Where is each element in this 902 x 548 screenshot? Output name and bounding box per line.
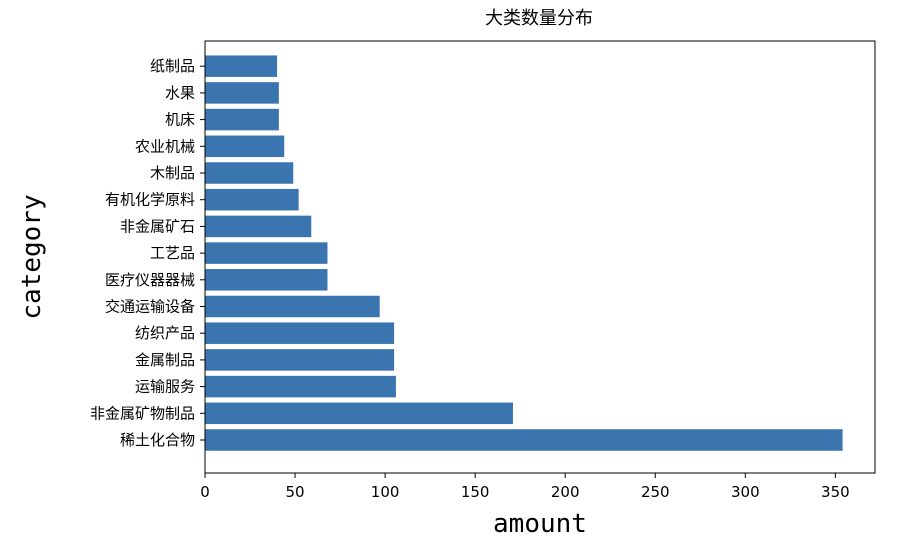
bar (205, 135, 285, 158)
category-label: 机床 (165, 111, 195, 129)
y-axis-label: category (17, 194, 47, 319)
bar (205, 162, 294, 184)
category-label: 非金属矿石 (120, 217, 195, 235)
category-label: 稀土化合物 (120, 431, 195, 449)
x-tick-label: 0 (200, 483, 210, 501)
bars-group (205, 55, 843, 451)
category-label: 纸制品 (150, 57, 195, 75)
bar (205, 108, 279, 131)
bar (205, 349, 395, 371)
x-tick-label: 300 (731, 483, 760, 501)
x-tick-label: 150 (461, 483, 490, 501)
category-label: 水果 (165, 84, 195, 102)
x-tick-label: 350 (821, 483, 850, 501)
bar (205, 269, 328, 291)
bar (205, 295, 380, 318)
bar (205, 375, 396, 398)
bar (205, 242, 328, 264)
x-axis-ticks: 0 50 100 150 200 250 300 350 (200, 473, 850, 501)
bar (205, 188, 299, 211)
x-tick-label: 50 (286, 483, 305, 501)
category-label: 非金属矿物制品 (90, 404, 195, 422)
plot-frame (204, 40, 876, 474)
x-tick-label: 100 (371, 483, 400, 501)
bar (205, 55, 278, 77)
category-label: 有机化学原料 (105, 191, 195, 209)
category-label: 工艺品 (150, 244, 195, 262)
bar (205, 429, 843, 451)
category-label: 木制品 (150, 164, 195, 182)
category-label: 交通运输设备 (105, 298, 195, 316)
category-label: 医疗仪器器械 (105, 271, 195, 289)
bar (205, 215, 312, 238)
category-label: 纺织产品 (135, 324, 195, 342)
category-label: 金属制品 (135, 351, 195, 369)
bar (205, 402, 513, 425)
x-tick-label: 250 (641, 483, 670, 501)
chart-title: 大类数量分布 (485, 8, 593, 29)
category-label: 运输服务 (135, 378, 195, 396)
category-label: 农业机械 (135, 137, 195, 155)
x-axis-label: amount (493, 509, 587, 539)
bar (205, 322, 395, 344)
bar (205, 82, 279, 104)
x-tick-label: 200 (551, 483, 580, 501)
